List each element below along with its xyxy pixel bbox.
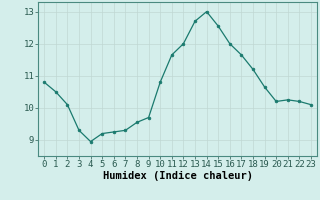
X-axis label: Humidex (Indice chaleur): Humidex (Indice chaleur) bbox=[103, 171, 252, 181]
